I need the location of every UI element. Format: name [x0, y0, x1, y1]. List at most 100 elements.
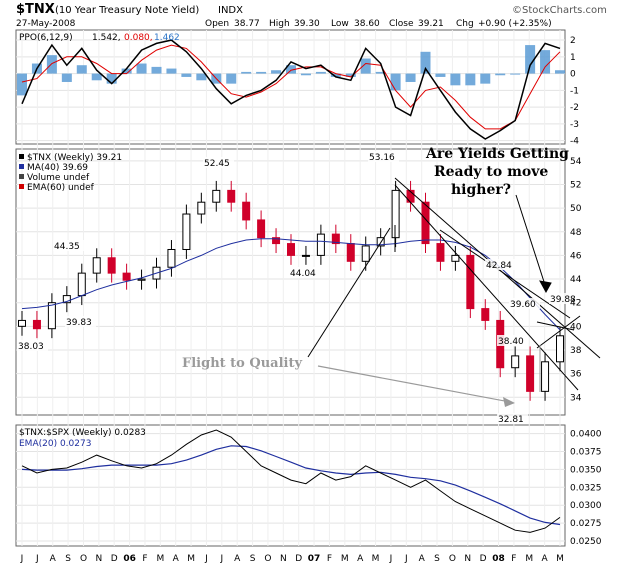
symbol: $TNX: [16, 2, 55, 17]
annotation-flight: Flight to Quality: [182, 356, 302, 371]
chg-label: Chg: [456, 19, 474, 29]
flight-arrow-gray: [317, 365, 511, 403]
price-label-box: [53, 240, 84, 251]
low-value: 38.60: [354, 19, 380, 29]
price-axis-ticks: 54 52 50 48 46 44 42 40 38 36 34: [570, 157, 582, 403]
x-tick-label: J: [20, 554, 24, 564]
ppo-histogram-bar: [495, 73, 506, 76]
ppo-histogram-bar: [465, 73, 476, 86]
candle-body: [556, 335, 564, 363]
price-label-box: [549, 293, 580, 304]
ppo-histogram-bar: [375, 71, 386, 74]
close-value: 39.21: [418, 19, 444, 29]
open-value: 38.77: [234, 19, 260, 29]
ppo-histogram-bar: [330, 73, 341, 77]
candle-body: [421, 201, 430, 245]
ppo-histogram-bar: [300, 73, 311, 76]
candle-body: [18, 319, 26, 327]
ppo-histogram-bar: [61, 73, 72, 82]
high-label: High: [269, 19, 290, 29]
price-tick-label: 54: [570, 157, 582, 167]
candle-body: [301, 254, 310, 257]
candle-body: [316, 233, 325, 256]
x-tick-label: A: [50, 554, 57, 564]
ratio-tick-label: 0.0375: [570, 447, 602, 457]
x-tick-label: M: [525, 554, 533, 564]
x-tick-label: F: [327, 554, 332, 564]
low-label: Low: [331, 19, 349, 29]
ppo-tick-label: 0: [570, 70, 576, 80]
price-tick-label: 40: [570, 322, 582, 332]
x-axis-ticks: J J A S O N D 06 F M A M J J A S O N D 07 F M A M J J A S O N D 08 F M A M: [20, 554, 564, 564]
x-tick-label: J: [404, 554, 408, 564]
open-label: Open: [205, 19, 229, 29]
ppo-histogram-bar: [271, 70, 282, 74]
symbol-name: (10 Year Treasury Note Yield): [55, 5, 199, 16]
ratio-tick-label: 0.0400: [570, 430, 602, 440]
ppo-signal-line: [21, 44, 561, 130]
x-tick-label: S: [65, 554, 71, 564]
candle-body: [32, 319, 41, 330]
flight-gray-arrow: [317, 345, 541, 407]
x-tick-label: M: [556, 554, 564, 564]
ratio-tick-label: 0.0300: [570, 501, 602, 511]
price-label-box: [65, 316, 96, 327]
price-label: 39.60: [510, 300, 536, 310]
ppo-histogram-bar: [555, 70, 565, 74]
flight-arrow-up: [307, 227, 391, 358]
ppo-line: [21, 39, 561, 140]
ppo-histogram-bar: [181, 73, 192, 77]
x-tick-label: D: [480, 554, 487, 564]
price-value-labels: 52.45 53.16 44.35 39.83 38.03 44.04 42.84 39.60…: [17, 151, 580, 425]
ppo-histogram-bar: [480, 73, 491, 84]
trendline-lower: [394, 184, 579, 391]
ppo-histogram-bar: [360, 58, 371, 74]
x-tick-label: M: [372, 554, 380, 564]
price-label-box: [17, 340, 48, 351]
price-label-box: [509, 298, 540, 309]
candle-body: [272, 237, 281, 245]
ppo-tick-label: -4: [570, 137, 579, 147]
price-label: 52.45: [204, 159, 230, 169]
ppo-tick-label: 1: [570, 53, 576, 63]
exchange: INDX: [218, 5, 243, 16]
trendline-triangle-high: [536, 321, 575, 331]
x-tick-label: M: [156, 554, 164, 564]
x-tick-label: A: [419, 554, 426, 564]
flight-arrow-gray-head: [503, 397, 515, 407]
ppo-histogram-bar: [226, 73, 237, 84]
ratio-tick-label: 0.0275: [570, 519, 602, 529]
price-label-box: [289, 267, 320, 278]
x-tick-label: D: [111, 554, 118, 564]
legend-swatch: [19, 174, 24, 179]
price-tick-label: 46: [570, 251, 582, 261]
ppo-histogram-bar: [46, 55, 57, 74]
ppo-tick-label: -3: [570, 120, 579, 130]
price-label-box: [497, 413, 528, 424]
ppo-legend-v1: 1.542,: [92, 33, 121, 43]
ppo-histogram-bar: [420, 51, 431, 74]
ppo-tick-label: -1: [570, 86, 579, 96]
ppo-histogram-bar: [390, 73, 401, 91]
candle-body: [242, 201, 251, 221]
ppo-histogram-bar: [286, 65, 296, 74]
x-tick-label: S: [434, 554, 440, 564]
x-tick-label: O: [80, 554, 87, 564]
ppo-legend: PPO(6,12,9) 1.542, 0.080, 1.462: [19, 33, 180, 43]
x-tick-label: N: [280, 554, 287, 564]
price-label-box: [485, 259, 516, 270]
ratio-line: [21, 429, 561, 533]
ppo-histogram-bar: [540, 50, 551, 74]
candle-body: [511, 355, 520, 369]
ppo-tick-label: 2: [570, 36, 576, 46]
price-label: 44.04: [290, 269, 316, 279]
ratio-axis-ticks: 0.0400 0.0375 0.0350 0.0325 0.0300 0.0275 0.02…: [570, 430, 602, 547]
price-label: 53.16: [369, 153, 395, 163]
legend-swatch: [19, 154, 24, 159]
legend-swatch: [19, 164, 24, 169]
ppo-panel-frame: [15, 29, 566, 145]
candle-body: [361, 245, 370, 262]
ratio-tick-label: 0.0350: [570, 465, 602, 475]
ppo-legend-v3: 1.462: [154, 33, 180, 43]
